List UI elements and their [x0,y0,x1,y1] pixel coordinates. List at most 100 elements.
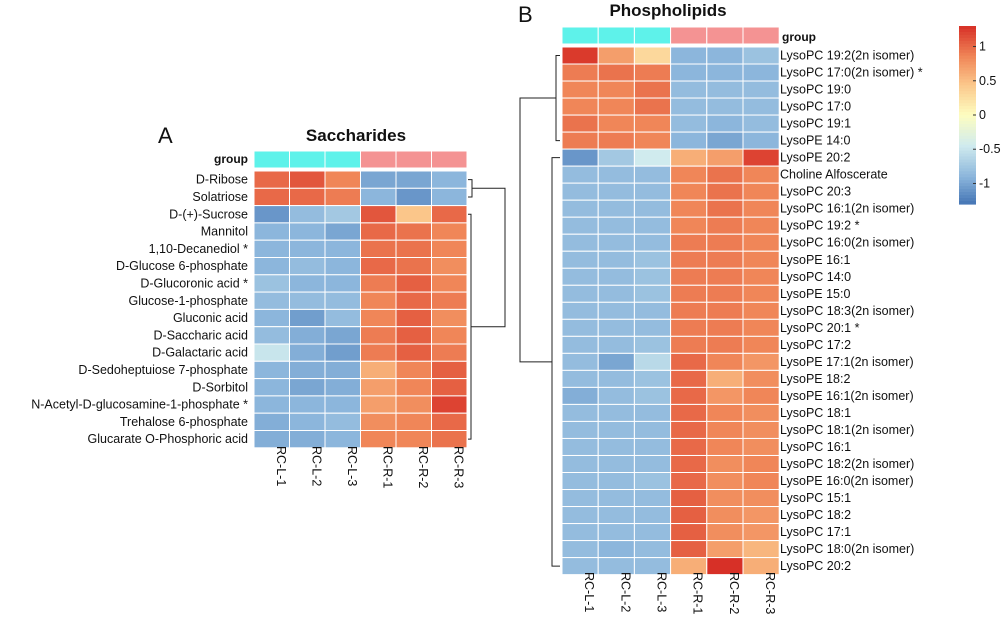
heatmap-cell [742,420,780,439]
row-label: LysoPC 16:1(2n isomer) [780,202,914,216]
heatmap-cell [597,131,635,150]
heatmap-cell [597,182,635,201]
heatmap-cell [706,46,744,65]
heatmap-cell [597,318,635,337]
heatmap-cell [289,326,326,345]
heatmap-cell [324,412,361,432]
heatmap-cell [706,523,744,542]
heatmap-cell [431,430,468,449]
heatmap-cell [597,523,635,542]
heatmap-cell [633,403,672,422]
legend-gradient-step [959,180,976,184]
heatmap-cell [431,291,468,310]
row-label: LysoPC 15:1 [780,491,851,505]
heatmap-cell [670,506,708,525]
heatmap-cell [742,148,780,167]
heatmap-cell [561,506,599,525]
legend-gradient-step [959,183,976,187]
group-bar-cell [597,26,635,45]
heatmap-cell [633,489,672,508]
heatmap-cell [597,369,635,388]
legend-tick-label: -0.5 [979,142,1001,156]
column-label: RC-R-3 [451,446,465,488]
legend-gradient-step [959,156,976,161]
heatmap-cell [633,420,672,439]
heatmap-cell [706,114,744,133]
column-label: RC-L-1 [274,446,288,486]
row-label: D-Saccharic acid [154,328,249,342]
row-label: N-Acetyl-D-glucosamine-1-phosphate * [31,398,248,412]
legend-gradient-step [959,198,976,202]
heatmap-cell [324,257,361,276]
heatmap-cell [597,472,635,491]
legend-gradient-step [959,138,976,143]
heatmap-cell [431,170,468,189]
heatmap-cell [597,267,635,286]
heatmap-cell [633,131,672,150]
heatmap-cell [633,233,672,252]
heatmap-cell [633,182,672,201]
heatmap-cell [742,46,780,65]
heatmap-cell [670,437,708,456]
panel-a-group-label: group [214,152,248,166]
heatmap-cell [670,97,708,116]
row-label: D-Ribose [196,173,248,187]
panel-b-title: Phospholipids [609,1,726,20]
heatmap-cell [561,250,599,269]
heatmap-cell [253,326,290,345]
heatmap-cell [706,335,744,354]
legend-gradient-step [959,76,976,80]
heatmap-cell [597,114,635,133]
heatmap-cell [324,291,361,310]
heatmap-cell [360,187,397,207]
heatmap-cell [253,257,290,276]
heatmap-cell [289,274,326,293]
row-label: LysoPE 20:2 [780,151,850,165]
heatmap-cell [395,187,432,207]
legend-gradient-step [959,94,976,98]
legend-gradient-step [959,135,976,140]
row-label: LysoPE 14:0 [780,134,850,148]
heatmap-cell [253,222,290,241]
heatmap-cell [253,343,290,362]
row-label: D-Galactaric acid [152,346,248,360]
heatmap-cell [633,284,672,303]
legend-gradient-step [959,129,976,134]
heatmap-cell [561,131,599,150]
heatmap-cell [670,318,708,337]
legend-gradient-step [959,195,976,199]
row-label: LysoPC 18:1 [780,406,851,420]
heatmap-cell [253,378,290,397]
legend-gradient-step [959,123,976,128]
row-label: 1,10-Decanediol * [149,242,249,256]
heatmap-cell [597,335,635,354]
group-bar-cell [289,150,326,169]
heatmap-cell [561,148,599,167]
heatmap-cell [360,343,397,362]
column-label: RC-R-2 [416,446,430,488]
heatmap-cell [324,170,361,189]
heatmap-cell [670,114,708,133]
heatmap-cell [431,187,468,207]
legend-gradient-step [959,168,976,172]
heatmap-cell [742,540,780,559]
heatmap-cell [742,216,780,235]
heatmap-cell [253,239,290,258]
heatmap-cell [253,360,290,380]
heatmap-cell [360,274,397,293]
row-dendrogram [468,179,506,440]
legend-gradient-step [959,91,976,95]
heatmap-cell [395,326,432,345]
heatmap-cell [706,63,744,82]
row-label: LysoPE 17:1(2n isomer) [780,355,914,369]
legend-gradient-step [959,120,976,125]
heatmap-cell [360,308,397,328]
heatmap-cell [706,454,744,474]
heatmap-cell [289,378,326,397]
legend-gradient-step [959,174,976,178]
heatmap-cell [670,540,708,559]
legend-gradient-step [959,73,976,78]
heatmap-cell [360,205,397,224]
heatmap-cell [633,369,672,388]
heatmap-cell [742,318,780,337]
